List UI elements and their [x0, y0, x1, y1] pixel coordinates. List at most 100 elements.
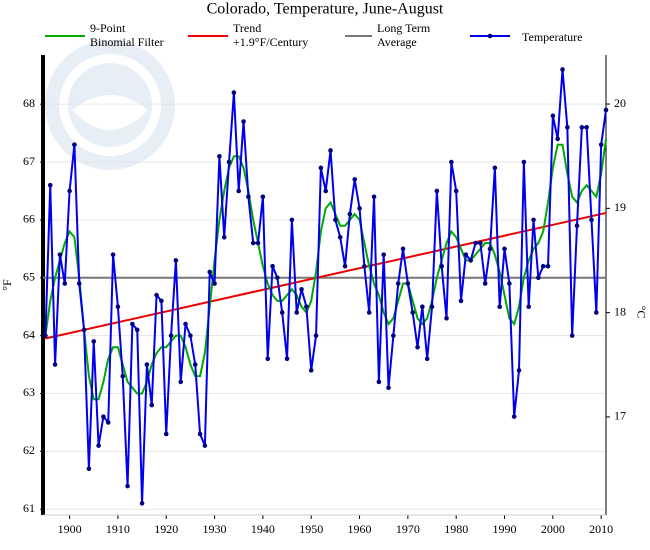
data-point — [308, 368, 314, 373]
data-point — [159, 298, 164, 304]
data-point — [333, 217, 338, 223]
data-point — [246, 194, 251, 200]
data-point — [463, 252, 469, 257]
data-point — [468, 258, 473, 263]
data-point — [236, 188, 242, 194]
data-point — [299, 287, 304, 292]
data-point — [241, 119, 246, 124]
data-point — [569, 333, 575, 338]
data-point — [381, 252, 386, 257]
data-point — [105, 420, 111, 425]
data-point — [574, 223, 580, 228]
data-point — [362, 263, 367, 269]
data-point — [275, 275, 280, 281]
legend-label: Trend — [233, 21, 261, 35]
noaa-watermark — [45, 40, 175, 170]
data-point — [318, 165, 324, 171]
data-point — [279, 310, 285, 315]
data-point — [347, 211, 353, 217]
data-point — [371, 194, 377, 200]
legend-label: Long Term — [377, 21, 431, 35]
data-point — [144, 362, 150, 367]
data-point — [265, 356, 271, 362]
x-tick-label: 1930 — [203, 522, 227, 536]
data-point — [120, 373, 126, 379]
series-line — [45, 211, 607, 340]
data-point — [555, 136, 560, 142]
data-point — [560, 67, 565, 72]
legend-label: +1.9°F/Century — [233, 35, 308, 49]
data-point — [323, 188, 329, 194]
data-point — [536, 275, 541, 281]
data-point — [458, 298, 464, 304]
y-tick-label: 68 — [23, 96, 35, 110]
data-point — [188, 333, 193, 338]
data-point — [352, 177, 358, 182]
data-point — [453, 188, 459, 194]
data-point — [531, 217, 536, 223]
data-point — [289, 217, 295, 223]
data-point — [67, 188, 72, 194]
data-point — [376, 379, 382, 385]
y2-tick-label: 17 — [614, 409, 626, 423]
data-point — [270, 263, 275, 269]
data-point — [511, 414, 517, 419]
data-point — [598, 142, 604, 147]
data-point — [130, 321, 135, 327]
data-point — [540, 263, 546, 269]
data-point — [47, 182, 53, 188]
data-point — [207, 269, 213, 275]
data-point — [168, 333, 174, 338]
data-point — [342, 263, 348, 269]
data-point — [125, 483, 130, 489]
y-tick-label: 61 — [23, 501, 35, 515]
data-point — [395, 281, 401, 286]
data-point — [439, 263, 444, 269]
data-point — [212, 281, 217, 286]
y-axis-label: °F — [0, 279, 14, 291]
data-point — [565, 125, 570, 130]
data-point — [260, 194, 266, 200]
y-tick-label: 66 — [23, 212, 35, 226]
x-tick-label: 1970 — [396, 522, 420, 536]
data-point — [76, 281, 82, 286]
data-point — [226, 159, 232, 165]
y2-tick-label: 18 — [614, 304, 626, 318]
data-point — [507, 281, 512, 286]
data-point — [579, 125, 585, 130]
data-point — [545, 263, 551, 269]
data-point — [415, 344, 420, 350]
data-point — [62, 281, 68, 286]
y2-axis-label: °C — [634, 306, 648, 319]
data-point — [149, 402, 155, 408]
data-point — [115, 304, 121, 309]
legend-label: Temperature — [522, 30, 582, 44]
data-point — [521, 159, 527, 165]
data-point — [202, 443, 208, 448]
y2-tick-label: 19 — [614, 200, 626, 214]
y-tick-label: 64 — [23, 327, 35, 341]
data-point — [294, 310, 300, 315]
data-point — [217, 153, 222, 159]
data-point — [178, 379, 184, 385]
data-point — [101, 414, 106, 419]
data-point — [163, 431, 169, 437]
data-point — [478, 240, 483, 246]
data-point — [584, 125, 589, 130]
data-point — [139, 501, 145, 506]
y2-tick-label: 20 — [614, 96, 626, 110]
data-point — [52, 362, 58, 367]
y-tick-label: 63 — [23, 385, 35, 399]
data-point — [255, 240, 261, 246]
data-point — [57, 252, 63, 257]
legend-label: Binomial Filter — [90, 35, 164, 49]
data-point — [400, 246, 406, 252]
x-tick-label: 1950 — [299, 522, 323, 536]
data-point — [197, 431, 203, 437]
data-point — [444, 315, 449, 321]
data-point — [337, 234, 343, 240]
x-tick-label: 2000 — [541, 522, 565, 536]
data-point — [154, 292, 159, 298]
y-tick-label: 62 — [23, 443, 35, 457]
x-tick-label: 1940 — [251, 522, 275, 536]
